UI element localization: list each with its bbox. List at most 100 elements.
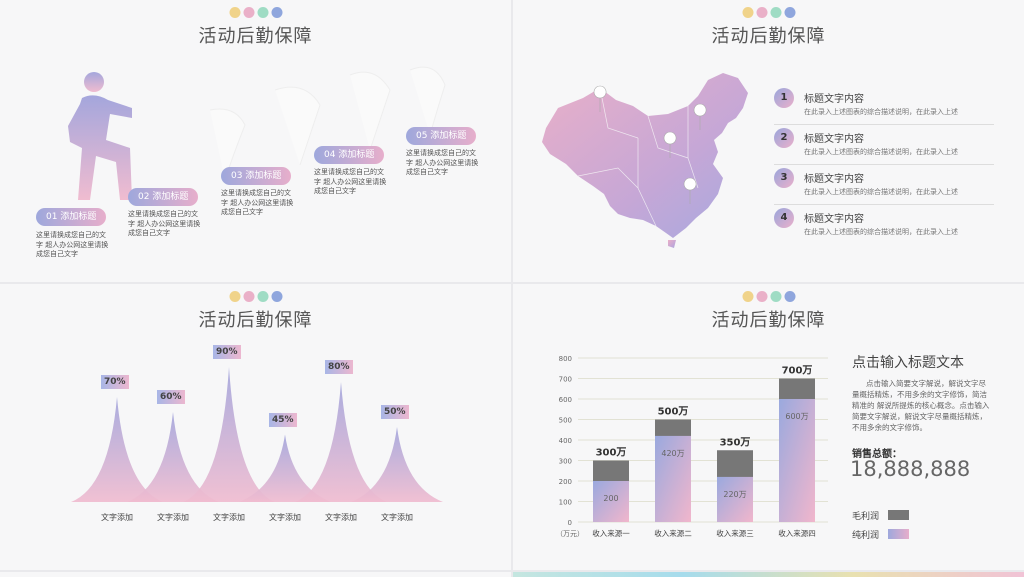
slide-steps[interactable]: 活动后勤保障 01 添加标题 这里请换成您自己的文字 超人办公网这里请换成您自己…	[0, 0, 511, 282]
climbing-person-icon	[68, 72, 132, 200]
dot-green	[257, 291, 268, 302]
step-1-label: 01 添加标题	[36, 208, 106, 226]
legend-gross-label: 毛利润	[852, 512, 880, 522]
list-divider	[774, 164, 994, 165]
step-3-desc: 这里请换成您自己的文字 超人办公网这里请换成您自己文字	[221, 189, 294, 216]
y-tick-label: 500	[559, 417, 572, 425]
dot-blue	[271, 7, 282, 18]
dot-pink	[756, 7, 767, 18]
peak-value-label: 90%	[213, 345, 241, 359]
slide-map[interactable]: 活动后勤保障 1 标题文字内容 在此录入上述图表的综合描述说明，在此录入上述 2…	[513, 0, 1024, 282]
slide-partial-bottom-right	[513, 572, 1024, 577]
list-badge-1: 1	[774, 88, 794, 108]
dot-blue	[784, 7, 795, 18]
side-title: 点击输入标题文本	[852, 355, 964, 371]
peak-value-label: 50%	[381, 405, 409, 419]
list-divider	[774, 204, 994, 205]
bar-gross-label: 700万	[782, 365, 813, 377]
slide-partial-bottom-left	[0, 572, 511, 577]
step-1-desc: 这里请换成您自己的文字 超人办公网这里请换成您自己文字	[36, 231, 109, 258]
list-title-4: 标题文字内容	[804, 214, 864, 225]
step-3-label: 03 添加标题	[221, 167, 291, 185]
china-map	[542, 73, 748, 248]
slide-title: 活动后勤保障	[198, 26, 313, 47]
peak-shape	[127, 412, 219, 502]
legend-net-label: 纯利润	[852, 531, 880, 541]
bar-net	[779, 399, 815, 522]
list-badge-4: 4	[774, 208, 794, 228]
dot-pink	[756, 291, 767, 302]
step-5-label: 05 添加标题	[406, 127, 476, 145]
x-category-label: 收入来源二	[654, 528, 692, 538]
legend-net-swatch	[888, 529, 909, 539]
peak-shape	[351, 427, 443, 502]
slide-title: 活动后勤保障	[711, 26, 826, 47]
list-desc-4: 在此录入上述图表的综合描述说明，在此录入上述	[804, 228, 958, 236]
y-tick-label: 100	[559, 499, 572, 507]
x-category-label: 收入来源一	[592, 528, 630, 538]
list-badge-2: 2	[774, 128, 794, 148]
bar-net	[655, 435, 691, 522]
bar-net	[717, 476, 753, 522]
peak-value-label: 45%	[269, 412, 297, 427]
stair-curl-shapes	[209, 66, 446, 181]
x-category-label: 收入来源四	[778, 528, 816, 538]
bar-net-label: 600万	[785, 412, 808, 421]
list-desc-2: 在此录入上述图表的综合描述说明，在此录入上述	[804, 148, 958, 156]
bar-gross-label: 350万	[720, 436, 751, 448]
peak-category-label: 文字添加	[157, 513, 189, 522]
bar-gross-label: 500万	[658, 406, 689, 418]
bar-net-label: 220万	[723, 490, 746, 499]
y-tick-label: 300	[559, 458, 572, 466]
y-tick-label: 600	[559, 396, 572, 404]
bar-net	[593, 481, 629, 522]
dot-yellow	[742, 291, 753, 302]
bar-chart: 0 100 200 300 400 500 600 700 800 （万元） 300万 200 收入来源…	[556, 355, 828, 538]
list-badge-3: 3	[774, 168, 794, 188]
peak-value-label: 60%	[157, 390, 185, 404]
color-dots	[742, 7, 795, 18]
peak-shape	[71, 397, 163, 502]
list-divider	[774, 124, 994, 125]
list-title-2: 标题文字内容	[804, 134, 864, 145]
y-tick-label: 0	[568, 519, 572, 527]
peak-shape	[239, 434, 331, 502]
bar-net-label: 420万	[661, 449, 684, 458]
peak-category-label: 文字添加	[213, 513, 245, 522]
color-dots	[742, 291, 795, 302]
slide-peak-chart[interactable]: 活动后勤保障 70% 文字添加 60% 文字添加 90% 文字添加 45% 文字添加 80% 文字…	[0, 284, 511, 570]
dot-pink	[243, 291, 254, 302]
step-2-label: 02 添加标题	[128, 188, 198, 206]
bar-net-label: 200	[603, 494, 618, 503]
y-unit-label: （万元）	[556, 530, 584, 538]
slide-title: 活动后勤保障	[198, 310, 313, 331]
map-pin-icon	[593, 85, 607, 113]
side-text: 点击输入简要文字解说，解说文字尽量概括精炼，不用多余的文字修饰，简洁精准的 解说…	[852, 379, 990, 432]
peak-value-label: 80%	[325, 360, 353, 374]
color-dots	[229, 7, 282, 18]
peak-chart	[71, 367, 443, 502]
peak-category-label: 文字添加	[381, 513, 413, 522]
peak-category-label: 文字添加	[325, 513, 357, 522]
peak-category-label: 文字添加	[269, 513, 301, 522]
dot-blue	[271, 291, 282, 302]
peak-shape	[295, 382, 387, 502]
slide-title: 活动后勤保障	[711, 310, 826, 331]
dot-yellow	[742, 7, 753, 18]
list-desc-1: 在此录入上述图表的综合描述说明，在此录入上述	[804, 108, 958, 116]
dot-blue	[784, 291, 795, 302]
slide-bar-chart[interactable]: 活动后勤保障 0 100 200 300 400 500 600 700 800 （万元） 300万…	[513, 284, 1024, 570]
x-category-label: 收入来源三	[716, 528, 754, 538]
dot-green	[770, 291, 781, 302]
list-title-1: 标题文字内容	[804, 94, 864, 105]
sales-value: 18,888,888	[850, 457, 971, 481]
step-4-label: 04 添加标题	[314, 146, 384, 164]
step-5-desc: 这里请换成您自己的文字 超人办公网这里请换成您自己文字	[406, 149, 479, 176]
dot-green	[257, 7, 268, 18]
dot-green	[770, 7, 781, 18]
peak-category-label: 文字添加	[101, 513, 133, 522]
dot-yellow	[229, 7, 240, 18]
dot-pink	[243, 7, 254, 18]
list-desc-3: 在此录入上述图表的综合描述说明，在此录入上述	[804, 188, 958, 196]
step-4-desc: 这里请换成您自己的文字 超人办公网这里请换成您自己文字	[314, 168, 387, 195]
